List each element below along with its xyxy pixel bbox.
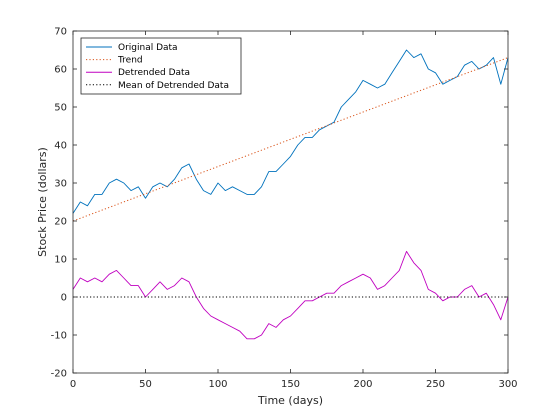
series-layer bbox=[72, 49, 509, 340]
legend: Original Data Trend Detrended Data Mean of … bbox=[80, 37, 242, 95]
x-tick-label: 200 bbox=[353, 379, 372, 390]
y-tick-label: -10 bbox=[51, 331, 67, 342]
series-line-original-data bbox=[72, 49, 509, 214]
x-tick-label: 100 bbox=[208, 379, 227, 390]
x-tick-label: 0 bbox=[70, 379, 76, 390]
series-line-trend bbox=[72, 57, 509, 222]
y-tick-label: 50 bbox=[54, 103, 67, 114]
y-tick-label: 20 bbox=[54, 217, 67, 228]
y-tick-label: -20 bbox=[51, 369, 67, 380]
legend-label: Original Data bbox=[118, 43, 178, 53]
y-tick-label: 0 bbox=[61, 293, 67, 304]
y-axis-title: Stock Price (dollars) bbox=[36, 147, 49, 257]
x-tick-label: 250 bbox=[426, 379, 445, 390]
x-tick-label: 150 bbox=[281, 379, 300, 390]
y-tick-label: 40 bbox=[54, 141, 67, 152]
y-tick-label: 30 bbox=[54, 179, 67, 190]
y-tick-label: 10 bbox=[54, 255, 67, 266]
legend-label: Mean of Detrended Data bbox=[118, 81, 229, 91]
x-tick-label: 300 bbox=[498, 379, 517, 390]
x-tick-label: 50 bbox=[139, 379, 152, 390]
y-tick-label: 60 bbox=[54, 65, 67, 76]
legend-label: Detrended Data bbox=[118, 68, 190, 78]
x-axis-title: Time (days) bbox=[257, 394, 323, 407]
y-tick-label: 70 bbox=[54, 27, 67, 38]
y-axis: -20 -10 0 10 20 30 40 50 60 70 bbox=[51, 27, 508, 380]
x-axis: 0 50 100 150 200 250 300 bbox=[70, 31, 518, 390]
legend-label: Trend bbox=[117, 56, 143, 66]
